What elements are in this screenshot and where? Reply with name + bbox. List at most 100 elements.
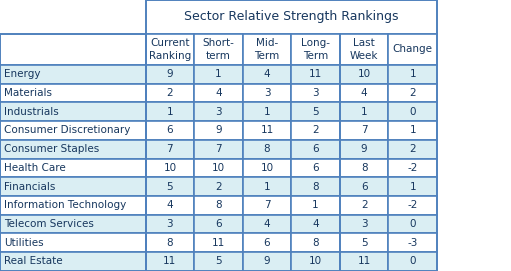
Bar — [340, 65, 388, 84]
Text: 10: 10 — [261, 163, 273, 173]
Bar — [388, 84, 437, 102]
Text: 8: 8 — [215, 200, 222, 210]
Text: 7: 7 — [167, 144, 173, 154]
Bar — [194, 159, 243, 177]
Bar — [243, 34, 291, 65]
Text: 3: 3 — [215, 107, 222, 117]
Bar — [0, 252, 146, 271]
Text: 5: 5 — [361, 238, 367, 248]
Text: Real Estate: Real Estate — [4, 256, 63, 266]
Text: 1: 1 — [409, 125, 416, 136]
Bar — [340, 196, 388, 215]
Bar — [194, 65, 243, 84]
Bar — [146, 177, 194, 196]
Bar — [146, 0, 437, 271]
Bar — [194, 102, 243, 121]
Text: 5: 5 — [312, 107, 319, 117]
Bar — [146, 121, 194, 140]
Text: 3: 3 — [167, 219, 173, 229]
Text: 10: 10 — [309, 256, 322, 266]
Text: 6: 6 — [361, 182, 367, 192]
Text: 5: 5 — [167, 182, 173, 192]
Bar — [0, 140, 146, 159]
Text: Consumer Staples: Consumer Staples — [4, 144, 99, 154]
Bar — [340, 102, 388, 121]
Bar — [0, 65, 146, 84]
Bar — [194, 196, 243, 215]
Text: Long-
Term: Long- Term — [301, 38, 330, 61]
Bar — [146, 0, 437, 34]
Bar — [243, 215, 291, 233]
Text: 2: 2 — [167, 88, 173, 98]
Bar — [243, 121, 291, 140]
Text: 4: 4 — [167, 200, 173, 210]
Bar — [194, 252, 243, 271]
Bar — [146, 84, 194, 102]
Bar — [388, 102, 437, 121]
Bar — [291, 159, 340, 177]
Bar — [291, 121, 340, 140]
Bar — [291, 84, 340, 102]
Bar — [0, 34, 146, 271]
Text: 9: 9 — [167, 69, 173, 79]
Text: Telecom Services: Telecom Services — [4, 219, 94, 229]
Text: Materials: Materials — [4, 88, 52, 98]
Bar — [194, 233, 243, 252]
Text: -2: -2 — [407, 163, 418, 173]
Bar — [0, 34, 146, 65]
Bar — [146, 65, 194, 84]
Text: 6: 6 — [312, 163, 319, 173]
Text: 11: 11 — [212, 238, 225, 248]
Bar — [243, 159, 291, 177]
Text: 6: 6 — [312, 144, 319, 154]
Bar — [0, 233, 146, 252]
Text: 2: 2 — [409, 144, 416, 154]
Text: Short-
term: Short- term — [202, 38, 235, 61]
Text: 2: 2 — [215, 182, 222, 192]
Text: Information Technology: Information Technology — [4, 200, 126, 210]
Text: 7: 7 — [215, 144, 222, 154]
Bar — [194, 215, 243, 233]
Text: 10: 10 — [212, 163, 225, 173]
Text: 10: 10 — [164, 163, 176, 173]
Bar — [243, 102, 291, 121]
Bar — [291, 177, 340, 196]
Text: 8: 8 — [312, 238, 319, 248]
Text: 6: 6 — [264, 238, 270, 248]
Text: 10: 10 — [358, 69, 370, 79]
Bar — [340, 177, 388, 196]
Bar — [340, 84, 388, 102]
Bar — [340, 34, 388, 65]
Text: 11: 11 — [164, 256, 176, 266]
Bar — [291, 34, 340, 65]
Text: 3: 3 — [361, 219, 367, 229]
Bar — [340, 252, 388, 271]
Text: Financials: Financials — [4, 182, 56, 192]
Text: 2: 2 — [312, 125, 319, 136]
Text: 8: 8 — [167, 238, 173, 248]
Bar — [0, 215, 146, 233]
Text: Sector Relative Strength Rankings: Sector Relative Strength Rankings — [184, 11, 399, 23]
Text: Consumer Discretionary: Consumer Discretionary — [4, 125, 130, 136]
Text: 1: 1 — [215, 69, 222, 79]
Text: 1: 1 — [167, 107, 173, 117]
Text: 1: 1 — [312, 200, 319, 210]
Text: Energy: Energy — [4, 69, 40, 79]
Text: 1: 1 — [409, 69, 416, 79]
Text: 0: 0 — [409, 256, 416, 266]
Bar — [388, 34, 437, 65]
Bar — [0, 84, 146, 102]
Text: 2: 2 — [361, 200, 367, 210]
Bar — [340, 233, 388, 252]
Text: 1: 1 — [264, 182, 270, 192]
Text: 8: 8 — [361, 163, 367, 173]
Bar — [146, 159, 194, 177]
Bar — [291, 196, 340, 215]
Bar — [0, 177, 146, 196]
Bar — [388, 159, 437, 177]
Bar — [388, 65, 437, 84]
Bar — [291, 65, 340, 84]
Bar — [291, 233, 340, 252]
Text: 3: 3 — [312, 88, 319, 98]
Text: 11: 11 — [309, 69, 322, 79]
